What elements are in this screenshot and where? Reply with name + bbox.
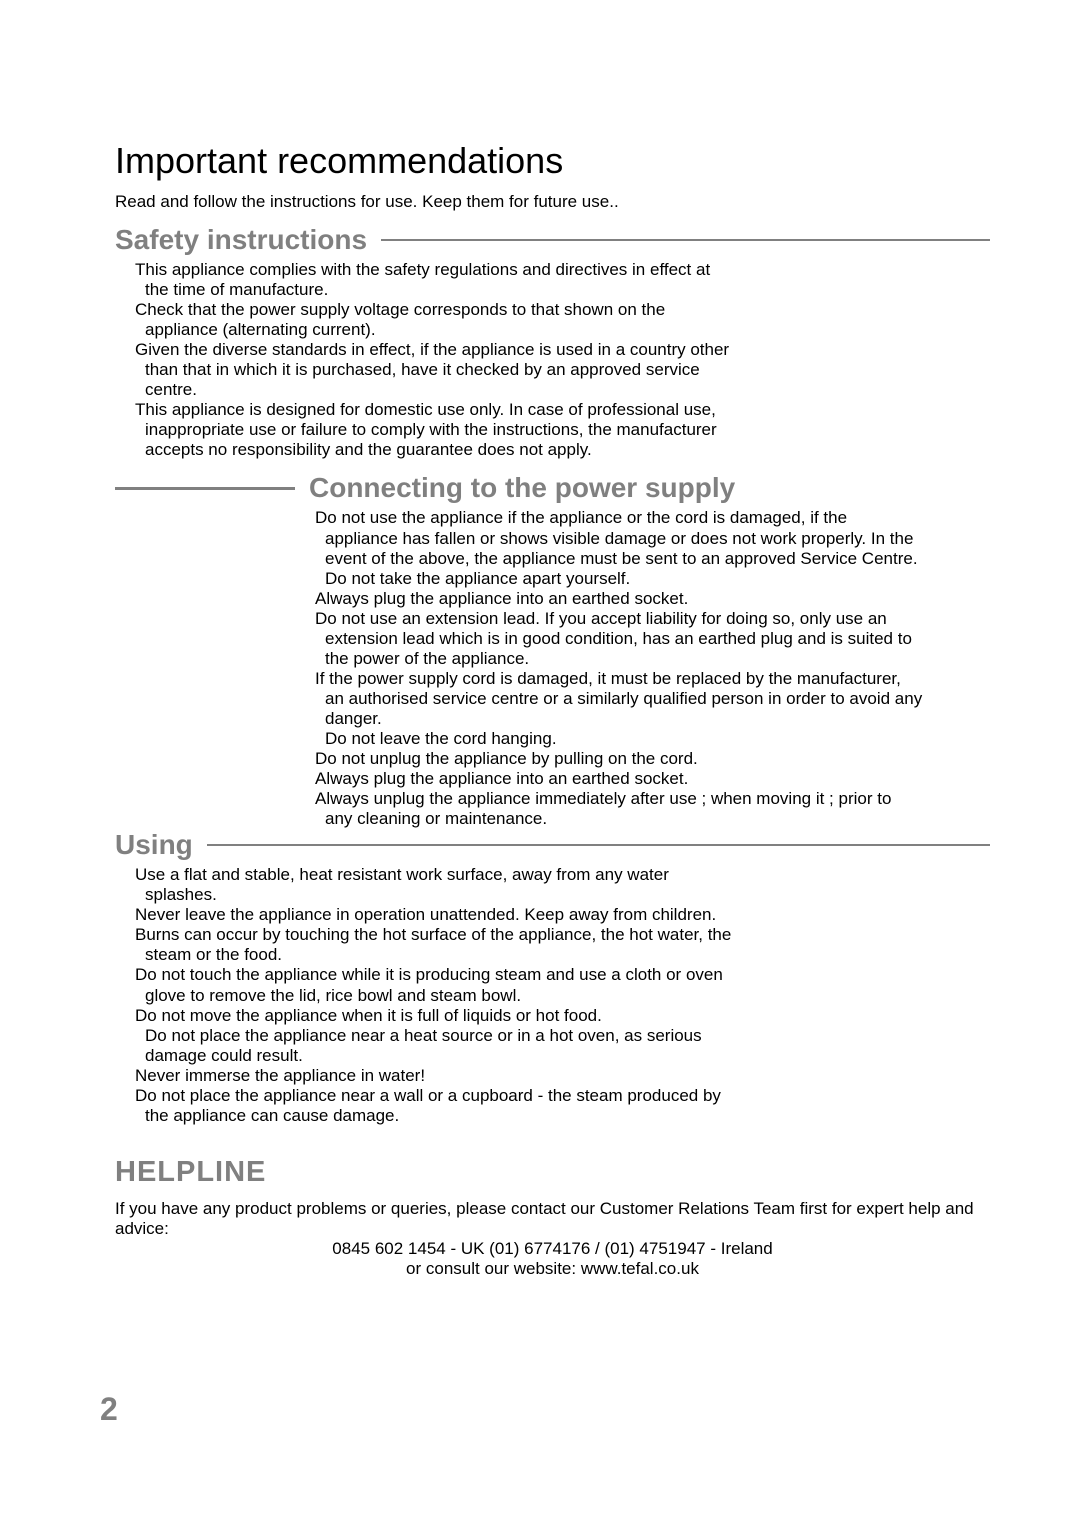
text-line: damage could result. [135, 1046, 815, 1066]
text-line: Do not touch the appliance while it is p… [135, 965, 815, 985]
text-line: Never immerse the appliance in water! [135, 1066, 815, 1086]
text-line: appliance (alternating current). [135, 320, 815, 340]
helpline-heading: HELPLINE [115, 1156, 990, 1189]
text-line: Always plug the appliance into an earthe… [315, 589, 990, 609]
heading-rule [115, 487, 295, 490]
using-heading-text: Using [115, 829, 193, 861]
intro-text: Read and follow the instructions for use… [115, 192, 990, 212]
text-line: the time of manufacture. [135, 280, 815, 300]
text-line: glove to remove the lid, rice bowl and s… [135, 986, 815, 1006]
text-line: Do not take the appliance apart yourself… [315, 569, 990, 589]
heading-rule [381, 239, 990, 242]
text-line: Always plug the appliance into an earthe… [315, 769, 990, 789]
text-line: Check that the power supply voltage corr… [135, 300, 815, 320]
text-line: Do not leave the cord hanging. [315, 729, 990, 749]
safety-body: This appliance complies with the safety … [115, 260, 815, 460]
document-page: Important recommendations Read and follo… [0, 0, 1080, 1279]
text-line: appliance has fallen or shows visible da… [315, 529, 990, 549]
page-number: 2 [100, 1391, 118, 1428]
connecting-heading-text: Connecting to the power supply [309, 472, 735, 504]
connecting-body: Do not use the appliance if the applianc… [115, 508, 990, 829]
main-title: Important recommendations [115, 140, 990, 182]
helpline-website: or consult our website: www.tefal.co.uk [115, 1259, 990, 1279]
safety-heading: Safety instructions [115, 224, 990, 256]
text-line: Never leave the appliance in operation u… [135, 905, 815, 925]
text-line: an authorised service centre or a simila… [315, 689, 990, 709]
using-heading: Using [115, 829, 990, 861]
text-line: inappropriate use or failure to comply w… [135, 420, 815, 440]
text-line: If the power supply cord is damaged, it … [315, 669, 990, 689]
text-line: accepts no responsibility and the guaran… [135, 440, 815, 460]
text-line: splashes. [135, 885, 815, 905]
text-line: Always unplug the appliance immediately … [315, 789, 990, 809]
text-line: the power of the appliance. [315, 649, 990, 669]
safety-heading-text: Safety instructions [115, 224, 367, 256]
text-line: Do not place the appliance near a heat s… [135, 1026, 815, 1046]
text-line: than that in which it is purchased, have… [135, 360, 815, 380]
text-line: the appliance can cause damage. [135, 1106, 815, 1126]
text-line: Do not move the appliance when it is ful… [135, 1006, 815, 1026]
text-line: Do not unplug the appliance by pulling o… [315, 749, 990, 769]
text-line: steam or the food. [135, 945, 815, 965]
heading-rule [207, 844, 990, 847]
helpline-intro: If you have any product problems or quer… [115, 1199, 990, 1239]
text-line: any cleaning or maintenance. [315, 809, 990, 829]
text-line: danger. [315, 709, 990, 729]
text-line: event of the above, the appliance must b… [315, 549, 990, 569]
text-line: extension lead which is in good conditio… [315, 629, 990, 649]
using-body: Use a flat and stable, heat resistant wo… [115, 865, 815, 1126]
connecting-heading: Connecting to the power supply [115, 472, 990, 504]
text-line: Do not place the appliance near a wall o… [135, 1086, 815, 1106]
text-line: Do not use the appliance if the applianc… [315, 508, 990, 528]
text-line: Use a flat and stable, heat resistant wo… [135, 865, 815, 885]
helpline-phones: 0845 602 1454 - UK (01) 6774176 / (01) 4… [115, 1239, 990, 1259]
text-line: centre. [135, 380, 815, 400]
text-line: Burns can occur by touching the hot surf… [135, 925, 815, 945]
text-line: Given the diverse standards in effect, i… [135, 340, 815, 360]
text-line: Do not use an extension lead. If you acc… [315, 609, 990, 629]
text-line: This appliance is designed for domestic … [135, 400, 815, 420]
text-line: This appliance complies with the safety … [135, 260, 815, 280]
helpline-body: If you have any product problems or quer… [115, 1199, 990, 1279]
